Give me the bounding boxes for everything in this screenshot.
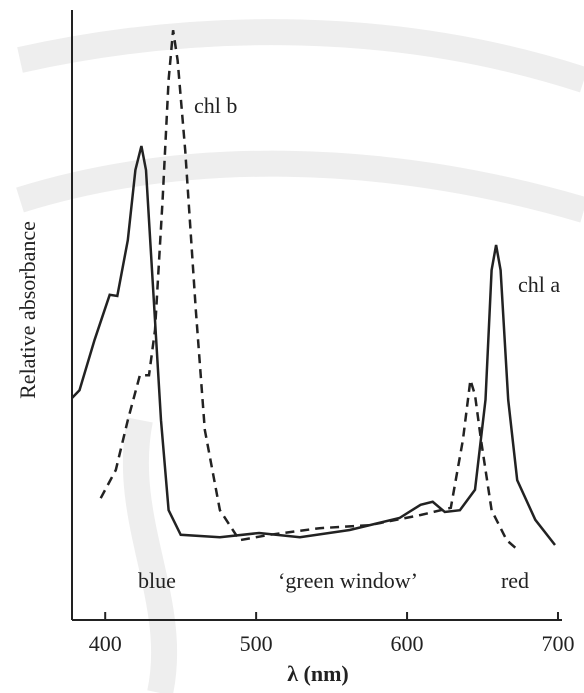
y-axis-label: Relative absorbance (15, 221, 40, 399)
series-label: chl b (194, 93, 237, 118)
series-line (71, 145, 556, 546)
series-label: chl a (518, 272, 560, 297)
region-label: ‘green window’ (278, 568, 418, 593)
x-axis-label: λ (nm) (287, 661, 349, 686)
x-tick-label: 500 (240, 631, 273, 656)
series-line (99, 30, 517, 549)
region-label: blue (138, 568, 176, 593)
watermark (16, 19, 584, 693)
x-tick-label: 700 (541, 631, 574, 656)
x-tick-label: 600 (391, 631, 424, 656)
x-tick-label: 400 (89, 631, 122, 656)
region-label: red (501, 568, 529, 593)
